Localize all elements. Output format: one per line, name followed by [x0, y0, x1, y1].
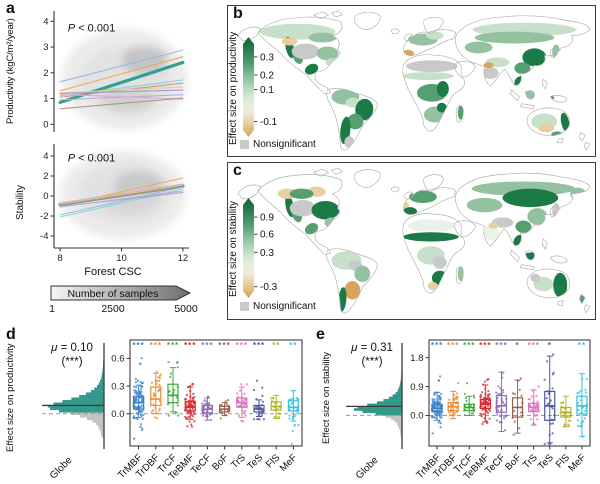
stability-vs-csc-plot: -4 -2 0 2 4 8 10 12 P < 0.001 [40, 144, 189, 264]
svg-text:TrS: TrS [229, 452, 248, 471]
samples-ticks: 1 2500 5000 [44, 303, 198, 317]
mu-symbol: μ [51, 342, 58, 354]
svg-text:0.6: 0.6 [260, 230, 274, 241]
effect-productivity-axis-label: Effect size on productivity [5, 343, 16, 453]
svg-text:MeF: MeF [278, 452, 300, 474]
svg-text:MeF: MeF [566, 452, 588, 474]
svg-text:-0.1: -0.1 [260, 117, 278, 128]
samples-tick-min: 1 [49, 303, 55, 315]
svg-text:***: *** [463, 341, 475, 350]
svg-text:2: 2 [43, 68, 48, 79]
svg-text:BoF: BoF [210, 452, 230, 472]
svg-text:*: * [548, 341, 552, 350]
nonsignificant-swatch [240, 140, 249, 149]
svg-text:0.1: 0.1 [260, 85, 274, 96]
svg-text:0.2: 0.2 [260, 70, 274, 81]
svg-text:0.6: 0.6 [111, 354, 124, 365]
productivity-colorbar: 0.3 0.2 0.1 -0.1 [243, 37, 278, 137]
panel-d-label: d [6, 326, 16, 343]
svg-text:***: *** [201, 341, 213, 350]
svg-text:***: *** [167, 341, 179, 350]
stability-colorbar: 0.9 0.6 0.3 -0.3 [243, 198, 278, 298]
panel-b-label: b [233, 5, 243, 22]
samples-tick-max: 5000 [174, 303, 198, 315]
samples-tick-mid: 2500 [101, 303, 125, 315]
svg-text:0.0: 0.0 [111, 409, 124, 420]
svg-text:1.8: 1.8 [410, 353, 423, 364]
global-mean-stability: μ = 0.31 (***) [340, 341, 404, 369]
svg-text:***: *** [132, 341, 144, 350]
svg-text:***: *** [184, 341, 196, 350]
world-map-stability [237, 167, 591, 314]
svg-text:4: 4 [43, 151, 48, 162]
svg-text:0.9: 0.9 [260, 213, 274, 224]
mu-value: = 0.10 [57, 342, 93, 354]
svg-text:TrS: TrS [521, 452, 540, 471]
svg-text:***: *** [218, 341, 230, 350]
svg-text:P < 0.001: P < 0.001 [68, 23, 115, 35]
nonsignificant-label: Nonsignificant [253, 139, 316, 150]
mu-value: = 0.31 [357, 342, 393, 354]
svg-text:-4: -4 [40, 231, 48, 242]
svg-text:12: 12 [178, 253, 189, 264]
mu-significance: (***) [61, 356, 83, 368]
mu-significance: (***) [361, 356, 383, 368]
svg-text:P < 0.001: P < 0.001 [68, 153, 115, 165]
svg-text:***: *** [236, 341, 248, 350]
svg-text:0.3: 0.3 [260, 248, 274, 259]
svg-text:0: 0 [43, 191, 48, 202]
svg-text:*: * [515, 341, 519, 350]
svg-text:-2: -2 [40, 211, 48, 222]
panel-b-productivity-map: b Effect size on productivity 0.3 0.2 0.1-… [227, 5, 596, 157]
productivity-axis-label: Productivity (kgC/m²/year) [5, 18, 16, 124]
svg-text:4: 4 [43, 16, 48, 27]
stability-effect-boxplot: 0.00.91.8***TrMBF***TrDBF***TrCF***TeBMF… [410, 339, 591, 482]
svg-text:0.0: 0.0 [410, 411, 423, 422]
svg-text:0.3: 0.3 [111, 381, 124, 392]
panel-c-label: c [233, 162, 242, 179]
svg-text:**: ** [272, 341, 280, 350]
svg-text:***: *** [447, 341, 459, 350]
nonsignificant-swatch [240, 302, 249, 311]
svg-text:***: *** [150, 341, 162, 350]
global-mean-productivity: μ = 0.10 (***) [40, 341, 104, 369]
svg-text:***: *** [495, 341, 507, 350]
svg-text:TeS: TeS [245, 452, 265, 472]
productivity-effect-boxplot: 0.00.30.6***TrMBF***TrDBF***TrCF***TeBMF… [111, 339, 303, 482]
svg-text:0.3: 0.3 [260, 52, 274, 63]
svg-text:0.9: 0.9 [410, 382, 423, 393]
effect-stability-axis-label: Effect size on stability [321, 351, 332, 445]
svg-text:2: 2 [43, 171, 48, 182]
nonsignificant-legend: Nonsignificant [240, 301, 316, 312]
productivity-vs-csc-plot: 0 1 2 3 4 P < 0.001 [43, 11, 188, 132]
productivity-effect-histogram [42, 343, 105, 449]
svg-text:Number of samples: Number of samples [67, 288, 158, 300]
nonsignificant-label: Nonsignificant [253, 301, 316, 312]
svg-text:3: 3 [43, 42, 48, 53]
stability-axis-label: Stability [15, 184, 26, 220]
nonsignificant-legend: Nonsignificant [240, 139, 316, 150]
svg-text:***: *** [527, 341, 539, 350]
svg-text:0: 0 [43, 119, 48, 130]
panel-a-label: a [6, 0, 15, 17]
svg-text:10: 10 [116, 253, 127, 264]
panel-e-label: e [316, 326, 325, 343]
stability-effect-histogram [346, 343, 403, 449]
svg-text:-0.3: -0.3 [260, 282, 278, 293]
svg-text:1: 1 [43, 94, 48, 105]
panel-c-stability-map: c Effect size on stability 0.9 0.6 0.3 -0.3… [227, 162, 596, 320]
forest-csc-axis-label: Forest CSC [84, 266, 142, 278]
svg-text:***: *** [479, 341, 491, 350]
svg-text:8: 8 [57, 253, 62, 264]
samples-colorbar: Number of samples [50, 285, 192, 301]
mu-symbol: μ [351, 342, 358, 354]
world-map-productivity [237, 10, 591, 151]
svg-text:**: ** [289, 341, 297, 350]
svg-text:**: ** [578, 341, 586, 350]
svg-text:***: *** [253, 341, 265, 350]
svg-text:***: *** [431, 341, 443, 350]
